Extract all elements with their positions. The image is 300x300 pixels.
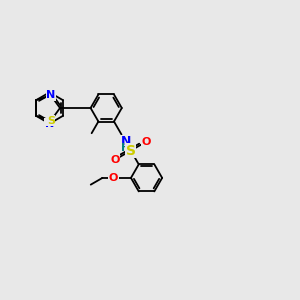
Text: S: S bbox=[47, 116, 55, 126]
Text: O: O bbox=[110, 154, 120, 165]
Text: N: N bbox=[46, 90, 56, 100]
Text: H: H bbox=[121, 143, 130, 153]
Text: N: N bbox=[121, 135, 131, 148]
Text: S: S bbox=[126, 144, 136, 158]
Text: O: O bbox=[142, 136, 151, 147]
Text: O: O bbox=[109, 173, 118, 183]
Text: N: N bbox=[45, 118, 54, 129]
